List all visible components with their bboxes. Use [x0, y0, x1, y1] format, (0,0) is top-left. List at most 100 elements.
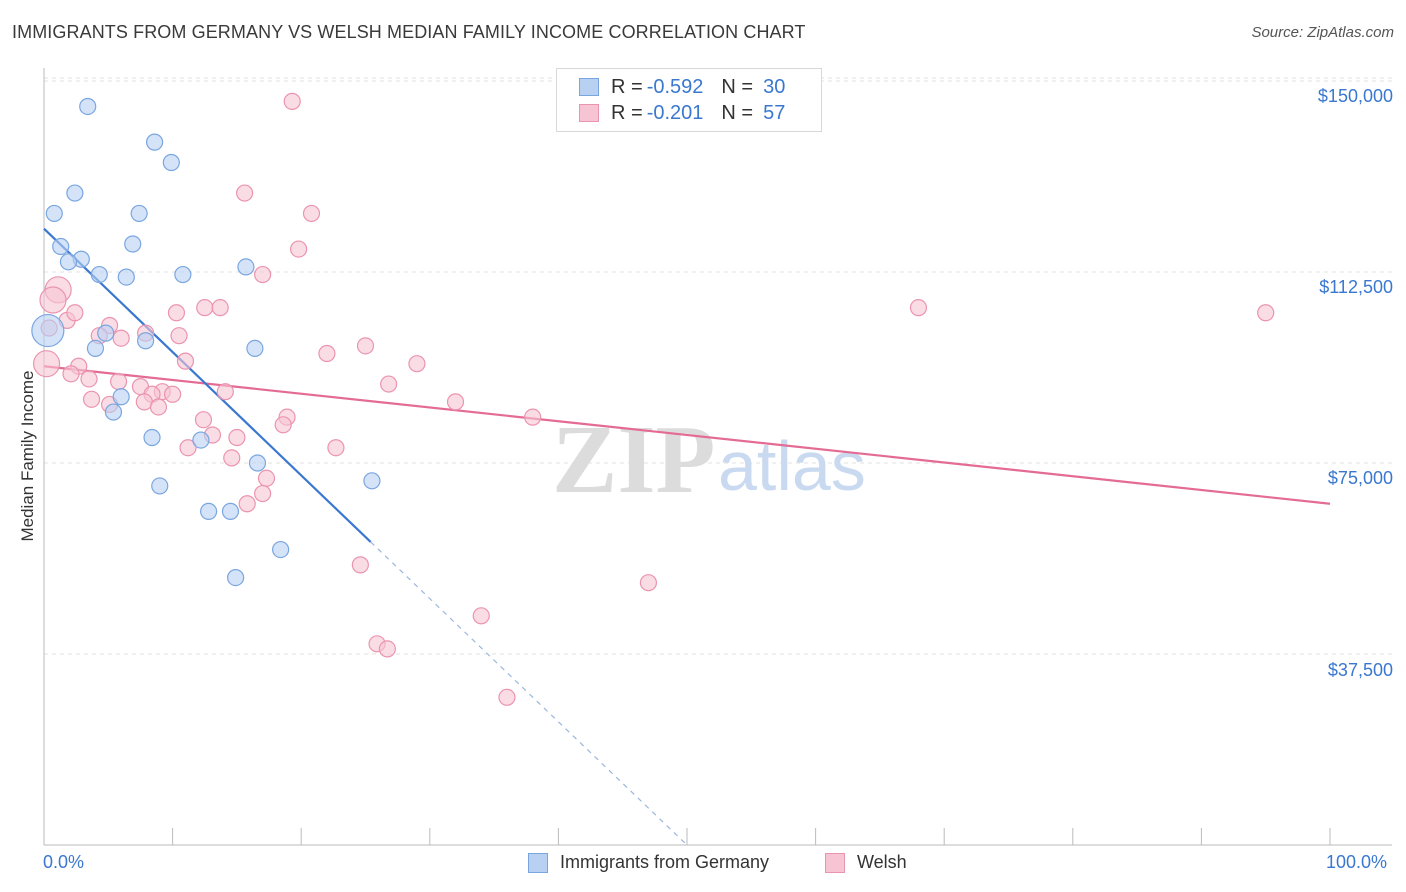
x-tick-label-right: 100.0%	[1326, 852, 1388, 872]
welsh-point	[179, 439, 197, 457]
y-tick-label-37500: $37,500	[1327, 660, 1393, 680]
germany-point	[31, 313, 65, 348]
welsh-point	[327, 439, 345, 457]
stats-legend: R = -0.592 N = 30 R = -0.201 N = 57	[556, 68, 822, 132]
germany-point	[52, 237, 70, 256]
welsh-point	[196, 299, 214, 317]
welsh-point	[223, 449, 241, 467]
germany-points	[31, 97, 381, 587]
germany-point	[117, 268, 135, 286]
germany-trend-extension	[370, 541, 688, 846]
bottom-legend-swatch-welsh	[825, 852, 845, 873]
welsh-point	[283, 92, 301, 110]
bottom-legend-label-welsh: Welsh	[857, 852, 907, 872]
legend-n-label: N =	[721, 75, 754, 98]
welsh-point	[112, 329, 130, 347]
legend-swatch-welsh	[579, 104, 599, 122]
welsh-point	[639, 574, 658, 592]
legend-row-germany: R = -0.592 N = 30	[579, 75, 785, 99]
germany-point	[104, 403, 123, 421]
germany-point	[86, 339, 105, 357]
chart-title: IMMIGRANTS FROM GERMANY VS WELSH MEDIAN …	[12, 22, 806, 42]
welsh-point	[228, 428, 246, 447]
legend-swatch-germany	[579, 78, 599, 96]
welsh-point	[351, 556, 369, 574]
welsh-point	[378, 640, 396, 658]
welsh-point	[164, 385, 182, 403]
welsh-point	[254, 484, 272, 503]
legend-r-value: -0.592	[646, 75, 704, 98]
welsh-point	[211, 299, 229, 317]
germany-point	[112, 388, 130, 406]
x-tick-label-left: 0.0%	[43, 852, 85, 872]
germany-point	[136, 332, 155, 350]
welsh-point	[194, 411, 213, 429]
germany-point	[246, 339, 264, 357]
welsh-point	[66, 304, 84, 322]
bottom-legend-swatch-germany	[528, 852, 548, 873]
germany-point	[200, 502, 218, 520]
germany-point	[130, 204, 148, 223]
welsh-trend-line	[43, 365, 1331, 505]
welsh-point	[39, 286, 67, 314]
germany-point	[124, 235, 142, 253]
gridlines	[44, 77, 1392, 655]
germany-point	[248, 454, 267, 472]
welsh-point	[909, 299, 928, 317]
welsh-point	[149, 398, 168, 416]
germany-point	[162, 153, 180, 172]
welsh-point	[356, 337, 375, 355]
germany-point	[174, 265, 192, 284]
bottom-legend-germany: Immigrants from Germany	[528, 852, 769, 873]
germany-point	[97, 324, 115, 342]
y-tick-label-112500: $112,500	[1319, 277, 1393, 297]
germany-point	[227, 568, 245, 587]
germany-point	[237, 258, 255, 276]
welsh-point	[80, 370, 98, 388]
y-tick-label-75000: $75,000	[1327, 468, 1393, 488]
welsh-point	[238, 495, 256, 513]
welsh-point	[257, 469, 276, 487]
welsh-point	[62, 365, 80, 383]
legend-r-label: R =	[611, 101, 643, 124]
welsh-point	[167, 304, 186, 322]
welsh-point	[236, 184, 254, 202]
germany-point	[79, 97, 97, 116]
y-axis-title: Median Family Income	[18, 370, 37, 542]
germany-point	[143, 428, 161, 447]
welsh-point	[274, 416, 292, 434]
welsh-point	[380, 375, 398, 393]
welsh-point	[82, 390, 101, 408]
legend-r-label: R =	[611, 75, 643, 98]
trend-lines	[43, 227, 1331, 846]
welsh-point	[302, 204, 321, 223]
legend-n-value: 57	[763, 101, 786, 124]
watermark-atlas: atlas	[718, 427, 866, 505]
germany-point	[151, 477, 169, 495]
welsh-points	[32, 92, 1275, 706]
welsh-point	[290, 240, 308, 258]
germany-point	[66, 184, 84, 202]
legend-n-label: N =	[721, 101, 754, 124]
welsh-point	[254, 265, 272, 284]
welsh-point	[472, 607, 490, 625]
welsh-point	[318, 344, 336, 363]
bottom-legend-welsh: Welsh	[825, 852, 907, 873]
welsh-point	[216, 383, 234, 401]
germany-point	[272, 540, 290, 559]
welsh-point	[170, 327, 188, 345]
welsh-point	[1257, 304, 1275, 322]
welsh-point	[498, 688, 516, 706]
legend-row-welsh: R = -0.201 N = 57	[579, 101, 785, 125]
welsh-point	[176, 352, 195, 370]
axes	[43, 68, 1392, 846]
welsh-point	[524, 408, 542, 426]
germany-point	[59, 253, 78, 271]
legend-n-value: 30	[763, 75, 786, 98]
germany-point	[45, 204, 63, 223]
source-label: Source: ZipAtlas.com	[1251, 24, 1394, 41]
welsh-point	[32, 350, 61, 378]
germany-point	[145, 133, 164, 151]
germany-point	[363, 472, 381, 490]
